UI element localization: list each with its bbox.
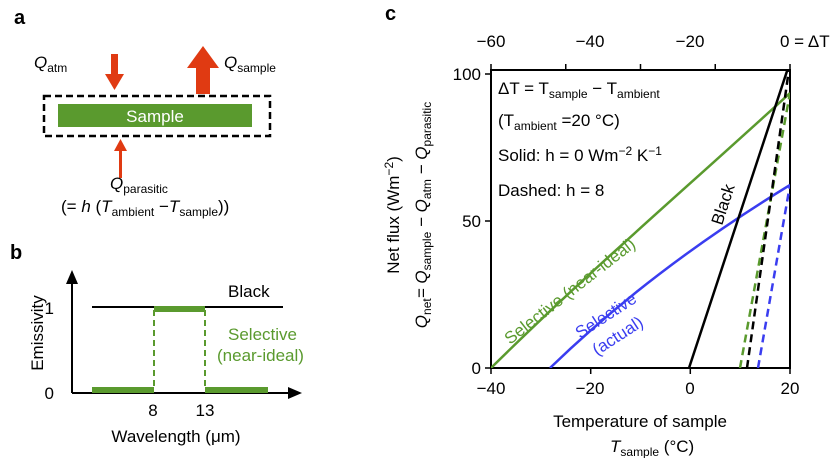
panel-c: c −60 −40 −20 0 = ΔT −40 −20 0 20: [382, 3, 830, 458]
b-y-axis-arrow: [66, 270, 78, 284]
panel-b: b 1 0 8 13 Wavelength (μm) Emissivity Bl…: [10, 242, 304, 446]
panel-c-label: c: [385, 3, 396, 25]
c-curve-selective-actual-solid: [549, 183, 790, 368]
c-top-tick-marks: [490, 64, 791, 70]
c-bottom-tick-m40: −40: [477, 379, 506, 398]
b-ytick-0: 0: [45, 384, 54, 403]
q-atm-arrow: [105, 54, 124, 90]
c-ylabel-line1: Net flux (Wm−2): [382, 156, 403, 274]
c-ytick-100: 100: [453, 65, 481, 84]
c-xlabel-line2: Tsample (°C): [610, 437, 694, 458]
c-bottom-tick-m20: −20: [576, 379, 605, 398]
c-legend-solid: Solid: h = 0 Wm−2 K−1: [498, 144, 662, 165]
q-sample-label: Qsample: [224, 53, 276, 75]
c-left-tick-marks: [485, 73, 491, 369]
c-curve-black-solid: [687, 70, 789, 368]
c-top-tick-0: 0 = ΔT: [780, 32, 830, 51]
c-legend-ambient: (Tambient =20 °C): [498, 111, 620, 133]
c-bottom-tick-marks: [490, 368, 791, 374]
c-ylabel-line2: Qnet= Qsample − Qatm − Qparasitic: [412, 102, 434, 328]
panel-a: a Qatm Qsample Sample Qparasitic (= h (T…: [14, 7, 276, 219]
c-curve-selective-actual-dashed: [756, 184, 790, 368]
c-legend-dashed: Dashed: h = 8: [498, 181, 604, 200]
panel-b-label: b: [10, 242, 22, 264]
b-selective-label-1: Selective: [228, 325, 297, 344]
b-ytick-1: 1: [45, 299, 54, 318]
b-selective-label-2: (near-ideal): [217, 346, 304, 365]
b-xlabel: Wavelength (μm): [111, 427, 240, 446]
c-legend-delta-t: ΔT = Tsample − Tambient: [498, 79, 660, 101]
b-xtick-13: 13: [196, 401, 215, 420]
sample-box: [58, 104, 252, 127]
c-xlabel-line1: Temperature of sample: [553, 412, 727, 431]
c-bottom-tick-20: 20: [781, 379, 800, 398]
c-top-tick-m20: −20: [676, 32, 705, 51]
sample-label: Sample: [126, 107, 184, 126]
b-black-label: Black: [228, 282, 270, 301]
q-atm-label: Qatm: [34, 53, 67, 75]
c-curve-selective-ideal-dashed: [738, 92, 790, 368]
parasitic-formula: (= h (Tambient −Tsample)): [61, 197, 229, 219]
b-ylabel: Emissivity: [28, 295, 47, 371]
panel-a-label: a: [14, 7, 26, 29]
c-top-tick-m40: −40: [576, 32, 605, 51]
b-x-axis-arrow: [288, 387, 302, 399]
c-ytick-0: 0: [472, 359, 481, 378]
q-parasitic-arrow: [114, 139, 127, 178]
c-ytick-50: 50: [462, 212, 481, 231]
c-curve-black-dashed: [745, 70, 790, 368]
c-curves: [491, 70, 790, 368]
c-top-tick-m60: −60: [477, 32, 506, 51]
c-curve-selective-ideal-solid: [491, 92, 790, 368]
enclosure-dashed-box: [42, 94, 272, 138]
b-xtick-8: 8: [148, 401, 157, 420]
b-selective-profile: [92, 306, 268, 393]
q-parasitic-label: Qparasitic: [110, 174, 168, 196]
q-sample-arrow: [187, 46, 219, 94]
c-bottom-tick-0: 0: [685, 379, 694, 398]
